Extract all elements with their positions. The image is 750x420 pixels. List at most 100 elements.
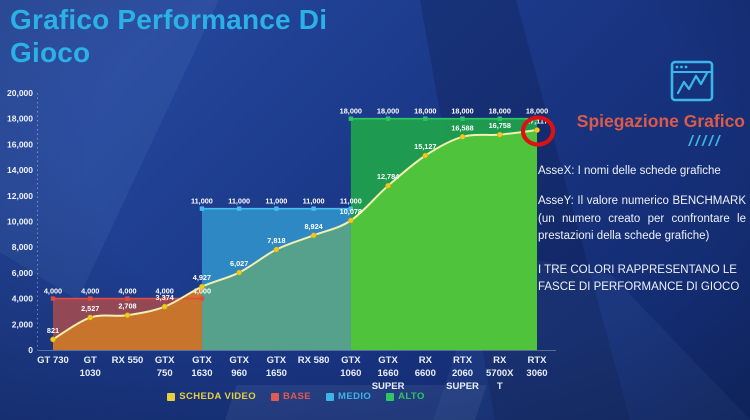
svg-text:GT 730: GT 730 — [37, 355, 69, 366]
data-label: 6,027 — [230, 259, 248, 268]
svg-text:GTX: GTX — [192, 355, 212, 366]
svg-text:RX 580: RX 580 — [298, 355, 330, 366]
band-marker — [497, 116, 502, 121]
band-marker — [125, 296, 130, 301]
svg-text:11,000: 11,000 — [340, 197, 362, 206]
data-point — [310, 232, 317, 239]
data-label: 15,127 — [414, 142, 436, 151]
band-marker — [199, 206, 205, 211]
svg-text:1660: 1660 — [378, 368, 399, 379]
legend-item-scheda-video: SCHEDA VIDEO — [167, 391, 256, 402]
svg-text:4,000: 4,000 — [44, 287, 62, 296]
svg-text:12,000: 12,000 — [7, 191, 33, 201]
svg-text:18,000: 18,000 — [340, 107, 362, 116]
data-point — [273, 246, 280, 253]
data-label: 2,708 — [118, 302, 136, 311]
svg-text:T: T — [497, 381, 503, 392]
legend-label: SCHEDA VIDEO — [179, 391, 257, 402]
axis-x-description: AsseX: I nomi delle schede grafiche — [538, 165, 721, 177]
svg-text:1650: 1650 — [266, 368, 287, 379]
page-title: Grafico Performance Di Gioco — [10, 4, 328, 68]
data-label: 821 — [47, 326, 59, 335]
svg-text:GTX: GTX — [155, 355, 175, 366]
data-label: 16,758 — [489, 121, 511, 130]
svg-text:11,000: 11,000 — [265, 197, 287, 206]
chart-window-icon — [670, 60, 714, 102]
band-marker — [162, 296, 167, 301]
benchmark-line — [52, 129, 538, 341]
band-marker — [385, 116, 391, 121]
svg-text:18,000: 18,000 — [451, 107, 473, 116]
svg-text:14,000: 14,000 — [7, 165, 33, 175]
slashes-decoration: ///// — [688, 133, 722, 150]
svg-text:5700X: 5700X — [486, 368, 514, 379]
panel-title: Spiegazione Grafico — [576, 111, 745, 131]
legend-item-base: BASE — [271, 391, 311, 402]
data-label: 3,374 — [156, 293, 175, 302]
svg-text:2060: 2060 — [452, 368, 473, 379]
data-label: 2,527 — [81, 304, 99, 313]
svg-text:18,000: 18,000 — [414, 107, 436, 116]
svg-text:SUPER: SUPER — [372, 381, 405, 392]
svg-text:18,000: 18,000 — [377, 107, 399, 116]
benchmark-area-zone-alto — [350, 130, 537, 350]
svg-text:1030: 1030 — [80, 368, 101, 379]
data-label: 16,588 — [451, 123, 473, 132]
legend-item-medio: MEDIO — [326, 391, 371, 402]
svg-text:8,000: 8,000 — [12, 242, 34, 252]
colors-note: I TRE COLORI RAPPRESENTANO LE FASCE DI P… — [538, 264, 740, 294]
svg-text:RX: RX — [493, 355, 507, 366]
svg-text:4,000: 4,000 — [193, 287, 211, 296]
svg-text:GT: GT — [84, 355, 97, 366]
data-point — [124, 312, 131, 319]
svg-text:750: 750 — [157, 368, 173, 379]
band-marker — [88, 296, 93, 301]
legend-swatch-yellow — [167, 392, 176, 401]
legend-swatch-green — [386, 392, 395, 401]
band-marker — [199, 296, 205, 301]
svg-text:4,000: 4,000 — [118, 287, 136, 296]
svg-text:RTX: RTX — [453, 355, 473, 366]
data-label: 8,924 — [304, 222, 323, 231]
svg-text:1630: 1630 — [191, 368, 212, 379]
svg-text:4,000: 4,000 — [81, 287, 99, 296]
svg-text:18,000: 18,000 — [526, 107, 548, 116]
benchmark-area-zone-medio — [201, 220, 351, 350]
data-point — [534, 127, 540, 133]
legend-label: ALTO — [398, 391, 425, 402]
svg-text:SUPER: SUPER — [446, 381, 479, 392]
data-label: 12,784 — [377, 172, 400, 181]
svg-text:0: 0 — [28, 345, 33, 355]
explanation-panel: Spiegazione Grafico ///// AsseX: I nomi … — [538, 60, 746, 297]
svg-text:16,000: 16,000 — [7, 139, 33, 149]
data-point — [459, 133, 466, 140]
legend-label: BASE — [283, 391, 312, 402]
svg-text:3060: 3060 — [526, 368, 547, 379]
band-marker — [348, 116, 354, 121]
data-point — [385, 182, 391, 189]
svg-text:2,000: 2,000 — [12, 319, 34, 329]
svg-text:20,000: 20,000 — [7, 88, 33, 98]
band-marker — [236, 206, 242, 211]
svg-text:RTX: RTX — [528, 355, 548, 366]
y-axis-labels: 0 2,000 4,000 6,000 8,000 10,000 12,000 14,000 1… — [7, 88, 33, 355]
svg-text:GTX: GTX — [267, 355, 287, 366]
legend-swatch-red — [271, 392, 280, 401]
data-point — [496, 131, 503, 138]
data-point — [422, 152, 429, 159]
data-point — [87, 314, 94, 321]
svg-text:1060: 1060 — [340, 368, 361, 379]
svg-text:960: 960 — [231, 368, 247, 379]
svg-text:RX 550: RX 550 — [112, 355, 144, 366]
axis-y-description: AsseY: Il valore numerico BENCHMARK (un … — [538, 195, 746, 242]
svg-text:GTX: GTX — [341, 355, 361, 366]
data-label: 17,117 — [526, 117, 548, 126]
data-label: 10,078 — [340, 207, 362, 216]
x-axis-labels: GT 730 GT 1030 RX 550 GTX 750 GTX 1630 GTX 960 GTX… — [37, 355, 547, 392]
data-point — [50, 336, 56, 343]
legend-item-alto: ALTO — [386, 391, 425, 402]
svg-text:11,000: 11,000 — [303, 197, 325, 206]
svg-text:11,000: 11,000 — [191, 197, 213, 206]
